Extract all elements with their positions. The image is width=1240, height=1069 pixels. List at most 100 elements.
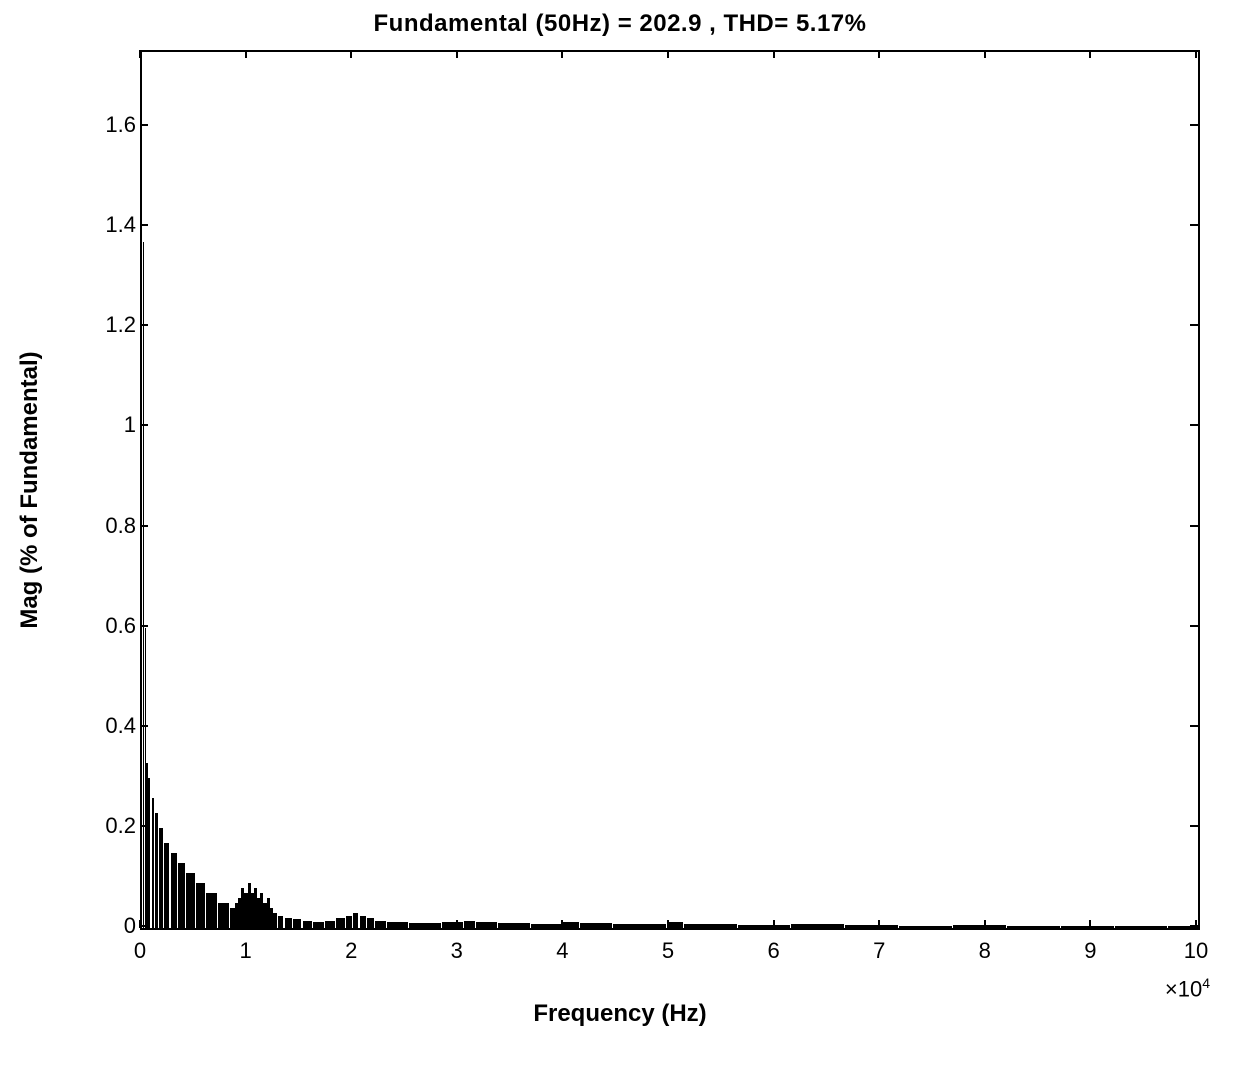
x-tick-label: 8	[965, 938, 1005, 964]
spectrum-bar	[178, 863, 185, 928]
x-tick-label: 5	[648, 938, 688, 964]
y-tick-mark	[140, 224, 148, 226]
spectrum-bar	[613, 924, 666, 928]
y-tick-label: 1.6	[76, 112, 136, 138]
x-tick-mark	[139, 920, 141, 928]
spectrum-bar	[791, 924, 844, 928]
spectrum-bar	[278, 916, 283, 929]
x-tick-mark	[667, 50, 669, 58]
spectrum-bar	[580, 923, 612, 928]
y-tick-mark	[1190, 124, 1198, 126]
x-tick-label: 2	[331, 938, 371, 964]
x-tick-mark	[773, 50, 775, 58]
spectrum-bar	[563, 922, 579, 928]
x-tick-mark	[878, 920, 880, 928]
y-tick-label: 0.4	[76, 713, 136, 739]
spectrum-bar	[476, 922, 497, 928]
spectrum-bar	[171, 853, 177, 928]
x-tick-mark	[139, 50, 141, 58]
spectrum-bar	[738, 925, 791, 928]
x-tick-mark	[456, 920, 458, 928]
spectrum-bar	[845, 925, 898, 928]
y-tick-label: 0.2	[76, 813, 136, 839]
y-tick-mark	[140, 324, 148, 326]
spectrum-bar	[313, 922, 324, 928]
x-tick-mark	[773, 920, 775, 928]
spectrum-bar	[367, 918, 374, 928]
spectrum-bar	[353, 913, 358, 928]
x-tick-mark	[984, 50, 986, 58]
x-tick-mark	[456, 50, 458, 58]
plot-area	[140, 50, 1200, 930]
spectrum-bar	[464, 921, 475, 929]
y-tick-mark	[1190, 224, 1198, 226]
spectrum-bar	[1007, 926, 1060, 929]
x-tick-mark	[1195, 920, 1197, 928]
y-axis-label: Mag (% of Fundamental)	[16, 351, 44, 628]
y-tick-mark	[1190, 324, 1198, 326]
y-tick-mark	[1190, 625, 1198, 627]
spectrum-bar	[684, 924, 737, 928]
spectrum-bar	[155, 813, 158, 928]
spectrum-bar	[1061, 926, 1114, 928]
x-tick-mark	[984, 920, 986, 928]
spectrum-bar	[1115, 926, 1168, 929]
spectrum-bar	[442, 922, 463, 928]
spectrum-bar	[293, 919, 301, 928]
x-tick-label: 10	[1176, 938, 1216, 964]
bars-container	[142, 52, 1198, 928]
y-tick-mark	[1190, 725, 1198, 727]
x-tick-mark	[561, 920, 563, 928]
x-tick-label: 4	[542, 938, 582, 964]
x-tick-mark	[1089, 920, 1091, 928]
x-tick-mark	[1195, 50, 1197, 58]
y-tick-label: 0.6	[76, 613, 136, 639]
x-tick-label: 7	[859, 938, 899, 964]
spectrum-bar	[206, 893, 217, 928]
spectrum-bar	[409, 923, 441, 928]
spectrum-bar	[273, 913, 277, 928]
x-tick-label: 6	[754, 938, 794, 964]
y-tick-mark	[1190, 424, 1198, 426]
spectrum-bar	[667, 922, 683, 928]
spectrum-bar	[498, 923, 530, 928]
y-tick-label: 0.8	[76, 513, 136, 539]
spectrum-bar	[196, 883, 206, 928]
spectrum-bar	[360, 916, 366, 929]
x-tick-mark	[245, 50, 247, 58]
y-tick-mark	[140, 925, 148, 927]
spectrum-bar	[375, 921, 386, 929]
y-tick-mark	[140, 625, 148, 627]
spectrum-bar	[336, 918, 344, 928]
x-axis-exponent: ×104	[1165, 975, 1210, 1002]
x-tick-label: 3	[437, 938, 477, 964]
spectrum-bar	[953, 925, 1006, 928]
x-tick-mark	[350, 50, 352, 58]
x-tick-label: 9	[1070, 938, 1110, 964]
spectrum-bar	[159, 828, 163, 928]
y-tick-label: 0	[76, 913, 136, 939]
spectrum-bar	[148, 778, 150, 928]
spectrum-bar	[218, 903, 229, 928]
chart-title: Fundamental (50Hz) = 202.9 , THD= 5.17%	[0, 10, 1240, 38]
x-tick-label: 1	[226, 938, 266, 964]
spectrum-bar	[899, 926, 952, 929]
y-tick-mark	[140, 124, 148, 126]
x-tick-label: 0	[120, 938, 160, 964]
y-tick-mark	[1190, 825, 1198, 827]
y-tick-label: 1.4	[76, 212, 136, 238]
spectrum-bar	[531, 924, 563, 928]
spectrum-bar	[164, 843, 169, 928]
x-tick-mark	[561, 50, 563, 58]
spectrum-bar	[285, 918, 292, 928]
x-tick-mark	[245, 920, 247, 928]
y-tick-mark	[140, 525, 148, 527]
x-tick-mark	[350, 920, 352, 928]
x-tick-mark	[1089, 50, 1091, 58]
y-tick-label: 1.2	[76, 312, 136, 338]
spectrum-bar	[325, 921, 336, 929]
x-tick-mark	[878, 50, 880, 58]
fft-spectrum-chart: Fundamental (50Hz) = 202.9 , THD= 5.17% …	[0, 0, 1240, 1069]
y-tick-label: 1	[76, 412, 136, 438]
y-tick-mark	[140, 825, 148, 827]
